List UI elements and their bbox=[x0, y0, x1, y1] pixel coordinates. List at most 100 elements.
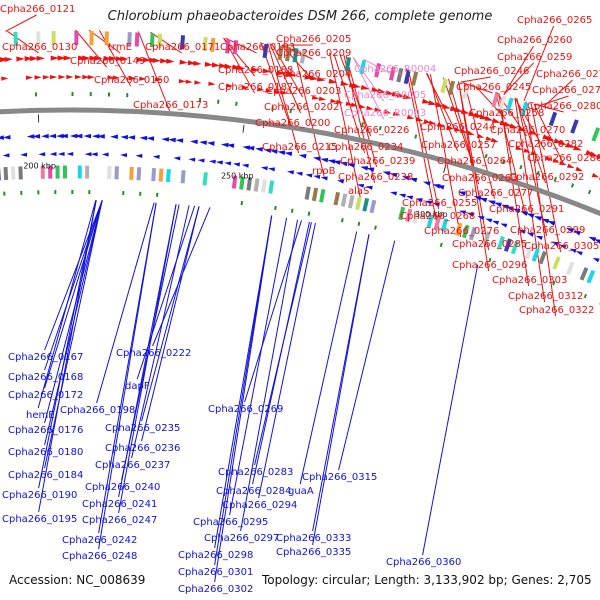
forward-gene-label[interactable]: Cpha266_0171 bbox=[145, 42, 220, 53]
forward-gene-label[interactable]: Cpha266_0322 bbox=[519, 305, 594, 316]
forward-gene-label[interactable]: Cpha266_0296 bbox=[452, 260, 527, 271]
forward-gene-label[interactable]: Cpha266_0276 bbox=[424, 226, 499, 237]
reverse-gene-label[interactable]: Cpha266_0302 bbox=[178, 584, 253, 595]
forward-gene-label[interactable]: Cpha266_0255 bbox=[402, 198, 477, 209]
forward-gene-label[interactable]: Cpha266_0291 bbox=[489, 204, 564, 215]
reverse-gene-label[interactable]: Cpha266_0297 bbox=[204, 533, 279, 544]
reverse-gene-label[interactable]: Cpha266_0176 bbox=[8, 425, 83, 436]
reverse-gene-label[interactable]: Cpha266_0184 bbox=[8, 470, 83, 481]
forward-gene-arrow bbox=[484, 115, 494, 121]
reverse-gene-label[interactable]: Cpha266_0360 bbox=[386, 557, 461, 568]
reverse-gene-label[interactable]: Cpha266_0241 bbox=[82, 499, 157, 510]
forward-gene-label[interactable]: Cpha266_0187 bbox=[218, 82, 293, 93]
forward-gene-label[interactable]: Cpha266_0209 bbox=[276, 48, 351, 59]
forward-gene-label[interactable]: Cpha266_0200 bbox=[255, 118, 330, 129]
forward-gene-label[interactable]: Cpha266_0259 bbox=[497, 52, 572, 63]
reverse-gene-label[interactable]: Cpha266_0284 bbox=[216, 486, 291, 497]
forward-gene-label[interactable]: Cpha266_0271 bbox=[532, 85, 600, 96]
forward-gene-label[interactable]: Cpha266_0245 bbox=[456, 82, 531, 93]
rna-marker bbox=[37, 190, 40, 195]
forward-gene-label[interactable]: Cpha266_0203 bbox=[266, 86, 341, 97]
forward-gene-label[interactable]: Cpha266_0285 bbox=[452, 239, 527, 250]
forward-gene-label[interactable]: Cpha266_0234 bbox=[328, 142, 403, 153]
reverse-gene-label[interactable]: Cpha266_0247 bbox=[82, 515, 157, 526]
forward-gene-label[interactable]: Cpha266_0299 bbox=[510, 225, 585, 236]
reverse-gene-label[interactable]: dapF bbox=[125, 381, 150, 392]
forward-gene-label[interactable]: Cpha266_0149 bbox=[70, 56, 145, 67]
forward-gene-label[interactable]: Cpha266_0205 bbox=[276, 34, 351, 45]
reverse-gene-arrow bbox=[2, 153, 10, 158]
forward-gene-label[interactable]: Cpha266_0188 bbox=[218, 65, 293, 76]
reverse-gene-label[interactable]: Cpha266_0172 bbox=[8, 390, 83, 401]
reverse-gene-label[interactable]: Cpha266_0315 bbox=[302, 472, 377, 483]
forward-gene-label[interactable]: Cpha266_0312 bbox=[508, 291, 583, 302]
forward-gene-label[interactable]: Cpha266_0244 bbox=[420, 122, 495, 133]
reverse-gene-arrow bbox=[432, 202, 440, 207]
reverse-gene-label[interactable]: Cpha266_0237 bbox=[95, 460, 170, 471]
reverse-gene-label[interactable]: Cpha266_0248 bbox=[62, 551, 137, 562]
reverse-gene-label[interactable]: Cpha266_0294 bbox=[222, 500, 297, 511]
forward-gene-arrow bbox=[454, 107, 463, 112]
forward-gene-label[interactable]: Cpha266_0239 bbox=[340, 156, 415, 167]
forward-gene-label[interactable]: Cpha266_0272 bbox=[536, 69, 600, 80]
forward-gene-label[interactable]: Cpha266_0282 bbox=[508, 139, 583, 150]
reverse-gene-label[interactable]: Cpha266_0283 bbox=[218, 467, 293, 478]
reverse-gene-label[interactable]: Cpha266_0301 bbox=[178, 567, 253, 578]
forward-gene-label[interactable]: Cpha266_0268 bbox=[400, 211, 475, 222]
reverse-gene-label[interactable]: Cpha266_0195 bbox=[2, 514, 77, 525]
forward-gene-label[interactable]: Cpha266_0264 bbox=[437, 156, 512, 167]
forward-gene-label[interactable]: trmE bbox=[108, 42, 132, 53]
reverse-gene-label[interactable]: Cpha266_0242 bbox=[62, 535, 137, 546]
reverse-gene-label[interactable]: Cpha266_0295 bbox=[193, 517, 268, 528]
reverse-gene-label[interactable]: Cpha266_0222 bbox=[116, 348, 191, 359]
forward-gene-label[interactable]: Cpha266_0265 bbox=[517, 15, 592, 26]
reverse-gene-label[interactable]: Cpha266_0180 bbox=[8, 447, 83, 458]
forward-gene-label[interactable]: Cpha266_0277 bbox=[458, 188, 533, 199]
forward-gene-label[interactable]: Cpha266_0160 bbox=[94, 75, 169, 86]
forward-gene-label[interactable]: Cpha266_0246 bbox=[454, 66, 529, 77]
cog-feature-reverse bbox=[468, 226, 477, 241]
reverse-gene-label[interactable]: Cpha266_0235 bbox=[105, 423, 180, 434]
reverse-gene-label[interactable]: Cpha266_0333 bbox=[276, 533, 351, 544]
reverse-gene-label[interactable]: Cpha266_0240 bbox=[85, 482, 160, 493]
forward-gene-label[interactable]: Cpha266_0270 bbox=[490, 125, 565, 136]
reverse-gene-arrow bbox=[110, 134, 118, 140]
forward-gene-label[interactable]: Cpha266_0305 bbox=[524, 241, 599, 252]
forward-gene-label[interactable]: Cpha266_0130 bbox=[2, 42, 77, 53]
forward-gene-label[interactable]: Cpha266_0204 bbox=[276, 69, 351, 80]
forward-gene-label[interactable]: Cpha266_0226 bbox=[334, 125, 409, 136]
forward-gene-label[interactable]: Cpha266_0263 bbox=[442, 173, 517, 184]
forward-gene-label[interactable]: Cpha266_0260 bbox=[497, 35, 572, 46]
forward-gene-label[interactable]: Cpha266_R0003 bbox=[344, 108, 426, 119]
forward-gene-label[interactable]: alaS bbox=[348, 186, 369, 197]
reverse-gene-arrow bbox=[389, 172, 398, 178]
reverse-gene-arrow bbox=[477, 216, 485, 221]
forward-gene-label[interactable]: Cpha266_0215 bbox=[262, 142, 337, 153]
forward-gene-label[interactable]: Cpha266_0258 bbox=[469, 108, 544, 119]
reverse-gene-label[interactable]: Cpha266_0167 bbox=[8, 352, 83, 363]
forward-gene-label[interactable]: Cpha266_0303 bbox=[492, 275, 567, 286]
forward-gene-label[interactable]: rpoB bbox=[312, 166, 336, 177]
reverse-gene-label[interactable]: hemE bbox=[26, 410, 55, 421]
forward-gene-label[interactable]: Cpha266_0121 bbox=[0, 4, 75, 15]
reverse-gene-label[interactable]: Cpha266_0168 bbox=[8, 372, 83, 383]
reverse-gene-arrow bbox=[473, 196, 482, 201]
forward-gene-label[interactable]: Cpha266_0257 bbox=[421, 140, 496, 151]
forward-gene-label[interactable]: Cpha266_0292 bbox=[509, 172, 584, 183]
forward-gene-label[interactable]: Cpha266_0238 bbox=[338, 172, 413, 183]
reverse-gene-label[interactable]: Cpha266_0236 bbox=[105, 443, 180, 454]
forward-gene-label[interactable]: Cpha266_0202 bbox=[264, 102, 339, 113]
forward-gene-label[interactable]: Cpha266_R0004 bbox=[354, 64, 436, 75]
forward-gene-label[interactable]: Cpha266_0286 bbox=[527, 153, 600, 164]
forward-gene-label[interactable]: Cpha266_R0005 bbox=[344, 90, 426, 101]
forward-gene-label[interactable]: Cpha266_0173 bbox=[133, 100, 208, 111]
forward-gene-label[interactable]: Cpha266_0280 bbox=[527, 101, 600, 112]
reverse-gene-label[interactable]: Cpha266_0198 bbox=[60, 405, 135, 416]
reverse-gene-label[interactable]: guaA bbox=[288, 486, 314, 497]
reverse-gene-arrow bbox=[313, 175, 321, 180]
reverse-gene-label[interactable]: Cpha266_0298 bbox=[178, 550, 253, 561]
forward-gene-label[interactable]: Cpha266_0193 bbox=[220, 42, 295, 53]
reverse-gene-label[interactable]: Cpha266_0335 bbox=[276, 547, 351, 558]
reverse-gene-label[interactable]: Cpha266_0269 bbox=[208, 404, 283, 415]
reverse-gene-label[interactable]: Cpha266_0190 bbox=[2, 490, 77, 501]
